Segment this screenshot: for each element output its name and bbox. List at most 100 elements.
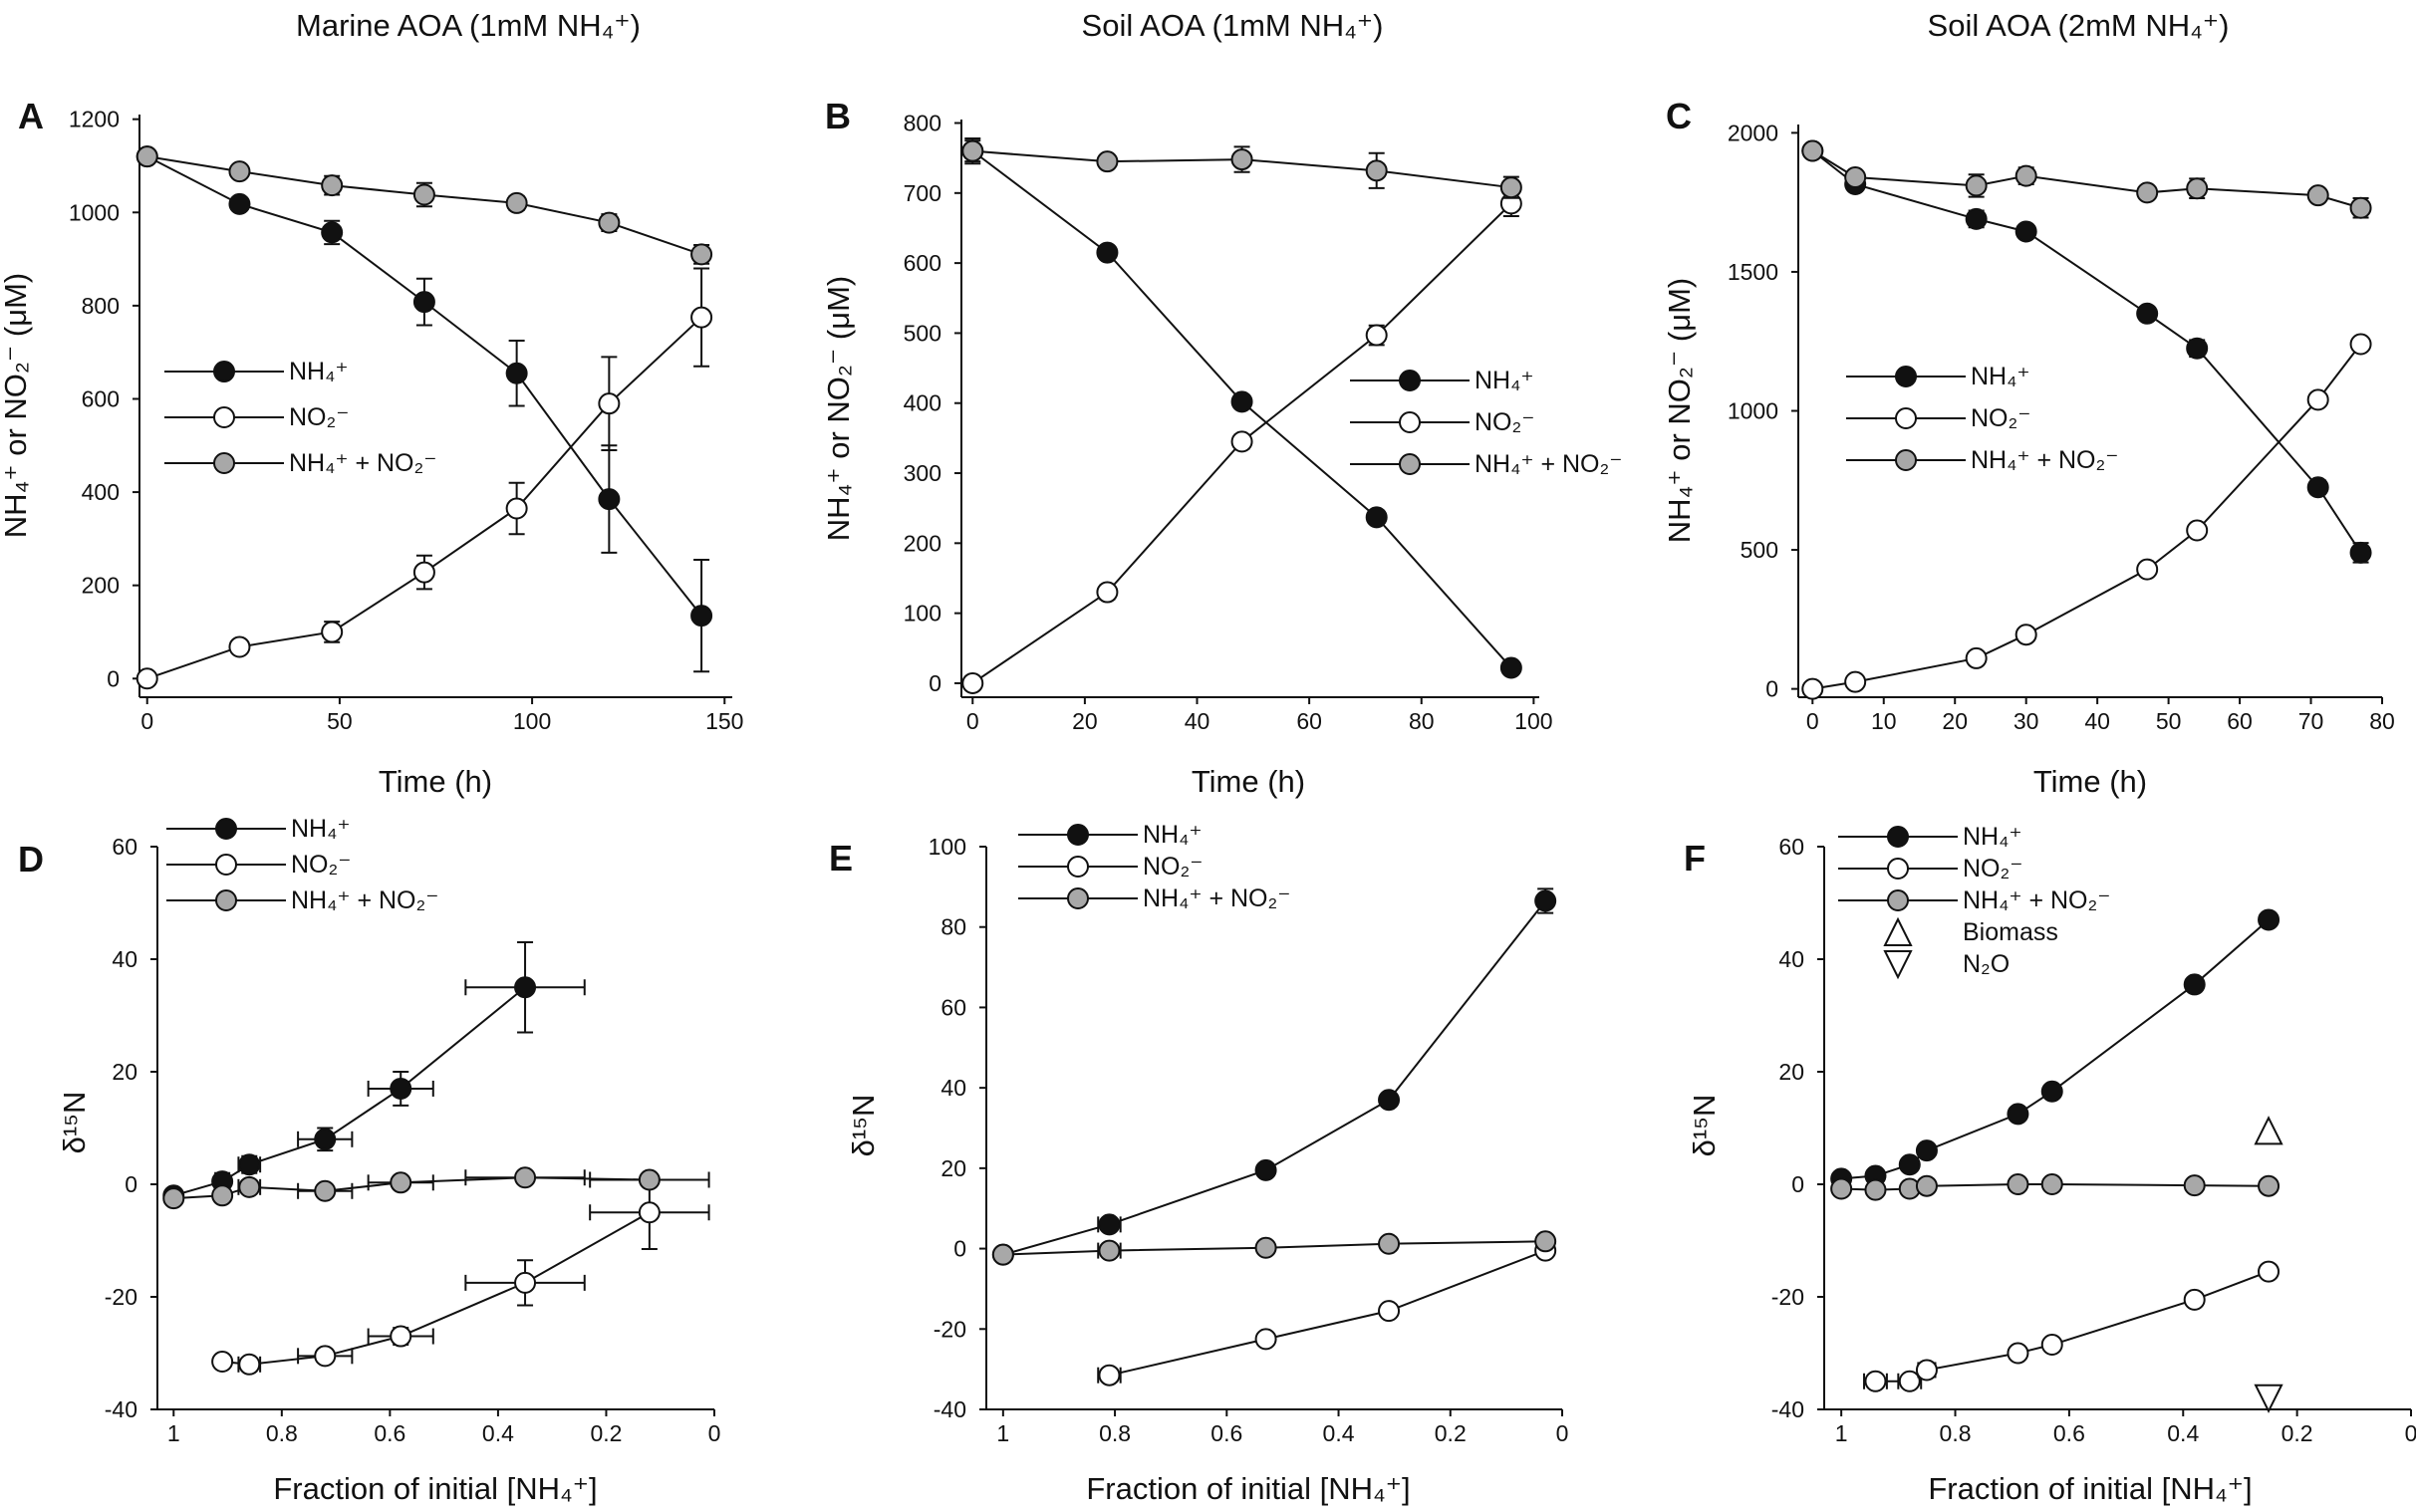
- panel-d-series-open-point: [390, 1325, 412, 1348]
- panel-d-x-tick-label: 1: [167, 1420, 180, 1446]
- panel-d-series-gray-point: [238, 1175, 261, 1198]
- panel-c-series-open-point: [1965, 646, 1988, 669]
- panel-b-series-open-point: [1365, 324, 1388, 347]
- panel-e-series-gray-point: [1098, 1239, 1121, 1262]
- panel-e-series-gray-point: [1378, 1232, 1401, 1255]
- panel-e-legend-label: NH₄⁺: [1143, 821, 1203, 849]
- panel-b-series-open-point: [1230, 430, 1253, 453]
- panel-f-series-open-point: [2007, 1342, 2029, 1365]
- panel-e-series-filled-point: [1254, 1158, 1277, 1181]
- panel-f-series-filled-point: [1898, 1153, 1921, 1176]
- panel-b-legend-label: NH₄⁺ + NO₂⁻: [1475, 450, 1622, 478]
- panel-a-y-tick-label: 800: [82, 293, 120, 319]
- panel-b-series-open-point: [961, 671, 984, 694]
- panel-a-series-gray-point: [321, 174, 344, 197]
- panel-d-series-filled: [162, 941, 586, 1207]
- panel-c-legend-label: NO₂⁻: [1971, 404, 2030, 432]
- panel-f-series-gray-point: [1915, 1174, 1938, 1197]
- panel-e-y-axis-title: δ¹⁵N: [846, 1095, 881, 1157]
- panel-e-legend-gray-marker: [1067, 887, 1089, 909]
- panel-a-legend-gray-marker: [213, 452, 235, 474]
- panel-c-series-gray-point: [1965, 174, 1988, 197]
- panel-c-legend: NH₄⁺ NO₂⁻ NH₄⁺ + NO₂⁻: [1846, 363, 2118, 474]
- panel-b-series-filled: [961, 139, 1522, 679]
- panel-c-series-gray-line: [1811, 149, 2361, 209]
- panel-a-x-tick-label: 50: [327, 708, 353, 734]
- panel-c-legend-label: NH₄⁺ + NO₂⁻: [1971, 446, 2118, 474]
- panel-f-series-open-point: [1915, 1359, 1938, 1382]
- panel-c-series-filled: [1801, 139, 2372, 564]
- panel-c-series-filled-line: [1811, 149, 2362, 554]
- panel-a-series-gray-point: [690, 243, 713, 266]
- panel-a-series-filled-point: [321, 221, 344, 244]
- panel-e-y-tick-label: 40: [940, 1075, 966, 1101]
- panel-f-series-filled-point: [2258, 908, 2281, 931]
- panel-f-series-open-point: [1898, 1370, 1921, 1392]
- panel-f-legend-label: Biomass: [1963, 918, 2058, 946]
- panel-a-legend-label: NH₄⁺ + NO₂⁻: [289, 449, 436, 477]
- panel-e-series-filled-point: [1378, 1089, 1401, 1112]
- panel-e-legend-label: NO₂⁻: [1143, 853, 1203, 881]
- panel-a-y-tick-label: 1200: [69, 107, 120, 132]
- panel-a-legend-filled-marker: [213, 361, 235, 382]
- panel-e-x-tick-label: 0.8: [1099, 1420, 1131, 1446]
- panel-d-legend-label: NH₄⁺ + NO₂⁻: [291, 886, 438, 914]
- panel-d-series-gray-point: [314, 1179, 337, 1202]
- panel-e-x-tick-label: 1: [996, 1420, 1009, 1446]
- panel-e-series-open: [1097, 1239, 1557, 1386]
- panel-d-series-filled-point: [390, 1077, 412, 1100]
- panel-c-series-filled-point: [2349, 541, 2372, 564]
- panel-e-y-tick-label: 80: [940, 914, 966, 940]
- panel-d-series-open-point: [638, 1201, 661, 1224]
- panel-e-x-tick-label: 0.6: [1210, 1420, 1242, 1446]
- panel-d-y-tick-label: 0: [125, 1171, 137, 1197]
- panel-c-series-open-point: [2136, 558, 2159, 581]
- panel-f-legend-label: NH₄⁺ + NO₂⁻: [1963, 886, 2110, 914]
- panel-c-series-filled-point: [2136, 302, 2159, 325]
- panel-f-series-filled-point: [2040, 1080, 2063, 1103]
- panel-e-series-filled-point: [1534, 889, 1557, 912]
- panel-b: Soil AOA (1mM NH₄⁺) B 0 20 40 60 80 100 0 100 200 3…: [821, 8, 1622, 799]
- panel-f-series-open-point: [1864, 1370, 1887, 1392]
- panel-d-series-filled-point: [314, 1128, 337, 1150]
- panel-e-x-tick-label: 0: [1556, 1420, 1569, 1446]
- panel-e-y-tick-label: -20: [934, 1316, 966, 1342]
- panel-a-series-gray-point: [505, 191, 528, 214]
- panel-d-x-tick-label: 0.4: [482, 1420, 514, 1446]
- panel-e-y-tick-label: 0: [953, 1236, 966, 1262]
- panel-c-series-open: [1801, 333, 2372, 700]
- panel-c-x-tick-label: 70: [2298, 708, 2324, 734]
- panel-c-legend-open-marker: [1895, 407, 1917, 429]
- panel-c-legend-gray-marker: [1895, 449, 1917, 471]
- panel-d-x-tick-label: 0.6: [374, 1420, 405, 1446]
- panel-c-series-open-point: [2349, 333, 2372, 356]
- panel-a-y-tick-label: 400: [82, 479, 120, 505]
- panel-b-y-tick-label: 800: [904, 111, 941, 136]
- panel-b-series-filled-point: [1230, 390, 1253, 413]
- panel-f-series-open-point: [2040, 1334, 2063, 1357]
- panel-a-y-tick-label: 1000: [69, 199, 120, 225]
- panel-a-legend-label: NO₂⁻: [289, 403, 349, 431]
- panel-f-series-open: [1863, 1260, 2281, 1392]
- panel-c-series-gray-point: [2306, 184, 2329, 207]
- panel-e-series-filled-line: [1002, 899, 1546, 1256]
- panel-b-series-filled-point: [1499, 656, 1522, 679]
- panel-c-series-open-point: [2306, 388, 2329, 411]
- panel-d-series-open: [211, 1174, 710, 1376]
- panel-f-series-gray: [1830, 1173, 2281, 1201]
- panel-f-series-triangle-up: [2254, 1116, 2283, 1145]
- panel-e-series-open-point: [1254, 1328, 1277, 1351]
- panel-d-x-tick-label: 0.8: [266, 1420, 298, 1446]
- panel-e-series-gray-point: [991, 1243, 1014, 1266]
- panel-a-series-filled-point: [598, 488, 621, 511]
- panel-f-series-gray-point: [2040, 1173, 2063, 1195]
- panel-d-legend-label: NO₂⁻: [291, 851, 351, 879]
- panel-f-series-open-point: [2258, 1260, 2281, 1283]
- panel-f-x-tick-label: 0: [2405, 1420, 2416, 1446]
- panel-b-title: Soil AOA (1mM NH₄⁺): [1082, 8, 1384, 43]
- panel-c-series-gray-point: [2349, 196, 2372, 219]
- panel-a-series-open-point: [690, 306, 713, 329]
- panel-c-series-gray: [1801, 139, 2372, 219]
- panel-f-x-tick-label: 0.2: [2282, 1420, 2313, 1446]
- panel-d-series-gray-point: [514, 1166, 537, 1189]
